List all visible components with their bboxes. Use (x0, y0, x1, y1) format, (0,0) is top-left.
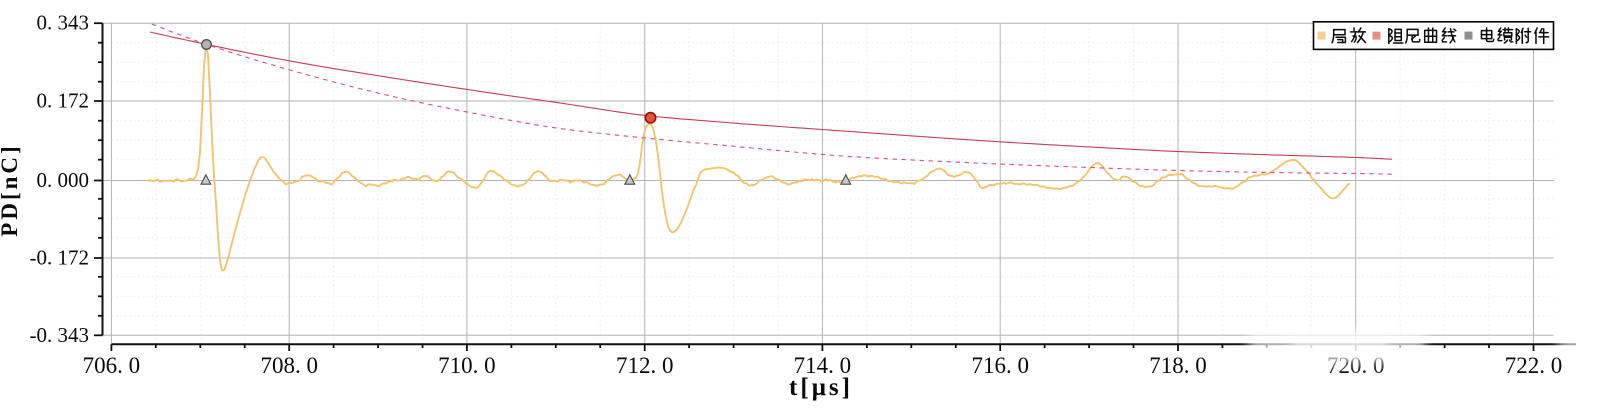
svg-text:722. 0: 722. 0 (1505, 353, 1563, 378)
svg-text:706. 0: 706. 0 (83, 353, 141, 378)
svg-text:-0. 343: -0. 343 (30, 323, 90, 347)
svg-text:0. 172: 0. 172 (37, 89, 90, 113)
svg-text:t[μs]: t[μs] (789, 374, 853, 401)
svg-text:0. 000: 0. 000 (37, 168, 90, 192)
svg-text:710. 0: 710. 0 (438, 353, 496, 378)
svg-text:0. 343: 0. 343 (37, 11, 90, 35)
svg-text:714. 0: 714. 0 (794, 353, 852, 378)
svg-text:718. 0: 718. 0 (1149, 353, 1207, 378)
svg-text:PD[nC]: PD[nC] (0, 143, 22, 236)
svg-text:708. 0: 708. 0 (260, 353, 318, 378)
svg-text:712. 0: 712. 0 (616, 353, 674, 378)
svg-text:-0. 172: -0. 172 (30, 246, 90, 270)
svg-text:716. 0: 716. 0 (971, 353, 1029, 378)
